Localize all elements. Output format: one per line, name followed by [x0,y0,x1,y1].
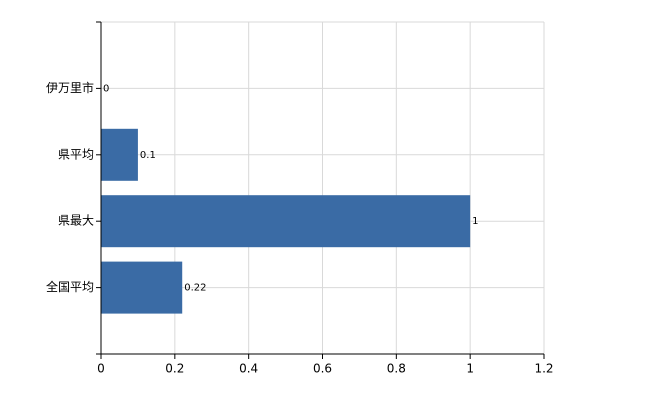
y-tick-label: 伊万里市 [46,80,94,95]
value-label: 0.1 [140,150,156,161]
x-tick-label: 0.6 [313,362,332,376]
y-tick-label: 全国平均 [46,279,94,294]
x-tick-label: 0.4 [239,362,258,376]
y-tick-label: 県平均 [58,147,94,161]
bar [101,128,138,181]
bar [101,261,183,314]
value-label: 1 [472,216,478,227]
x-tick-label: 0.8 [387,362,406,376]
x-tick-label: 0 [97,362,105,376]
x-tick-label: 0.2 [165,362,184,376]
value-label: 0.22 [184,283,206,294]
y-tick-label: 県最大 [58,214,94,228]
value-label: 0 [103,83,109,94]
bar [101,195,471,248]
x-tick-label: 1 [466,362,474,376]
x-tick-label: 1.2 [534,362,553,376]
